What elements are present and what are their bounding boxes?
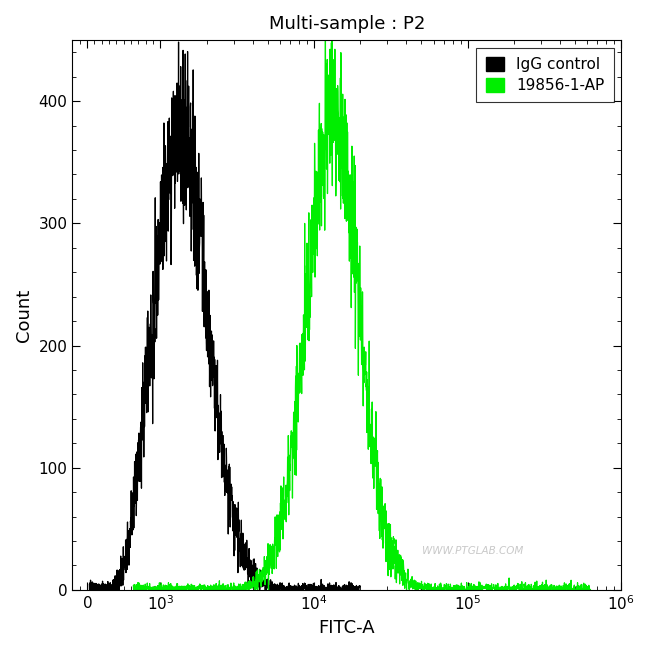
- Line: 19856-1-AP: 19856-1-AP: [133, 2, 590, 590]
- IgG control: [344, 584, 352, 592]
- 19856-1-AP: [150, 585, 157, 593]
- 19856-1-AP: [586, 586, 594, 594]
- IgG control: [128, 519, 136, 527]
- 19856-1-AP: [574, 579, 582, 587]
- 19856-1-AP: [338, 149, 346, 156]
- IgG control: [356, 582, 364, 590]
- X-axis label: FITC-A: FITC-A: [318, 619, 375, 637]
- 19856-1-AP: [129, 582, 137, 589]
- 19856-1-AP: [573, 586, 581, 594]
- 19856-1-AP: [130, 586, 138, 594]
- 19856-1-AP: [489, 584, 497, 592]
- IgG control: [344, 582, 352, 590]
- Legend: IgG control, 19856-1-AP: IgG control, 19856-1-AP: [476, 48, 614, 102]
- IgG control: [86, 586, 94, 594]
- IgG control: [86, 581, 94, 589]
- IgG control: [175, 38, 183, 46]
- Text: WWW.PTGLAB.COM: WWW.PTGLAB.COM: [422, 546, 524, 556]
- Y-axis label: Count: Count: [15, 288, 33, 342]
- IgG control: [265, 585, 273, 593]
- Title: Multi-sample : P2: Multi-sample : P2: [268, 15, 425, 33]
- 19856-1-AP: [350, 152, 358, 160]
- Line: IgG control: IgG control: [90, 42, 360, 590]
- IgG control: [86, 583, 94, 591]
- IgG control: [136, 423, 144, 431]
- 19856-1-AP: [328, 0, 336, 6]
